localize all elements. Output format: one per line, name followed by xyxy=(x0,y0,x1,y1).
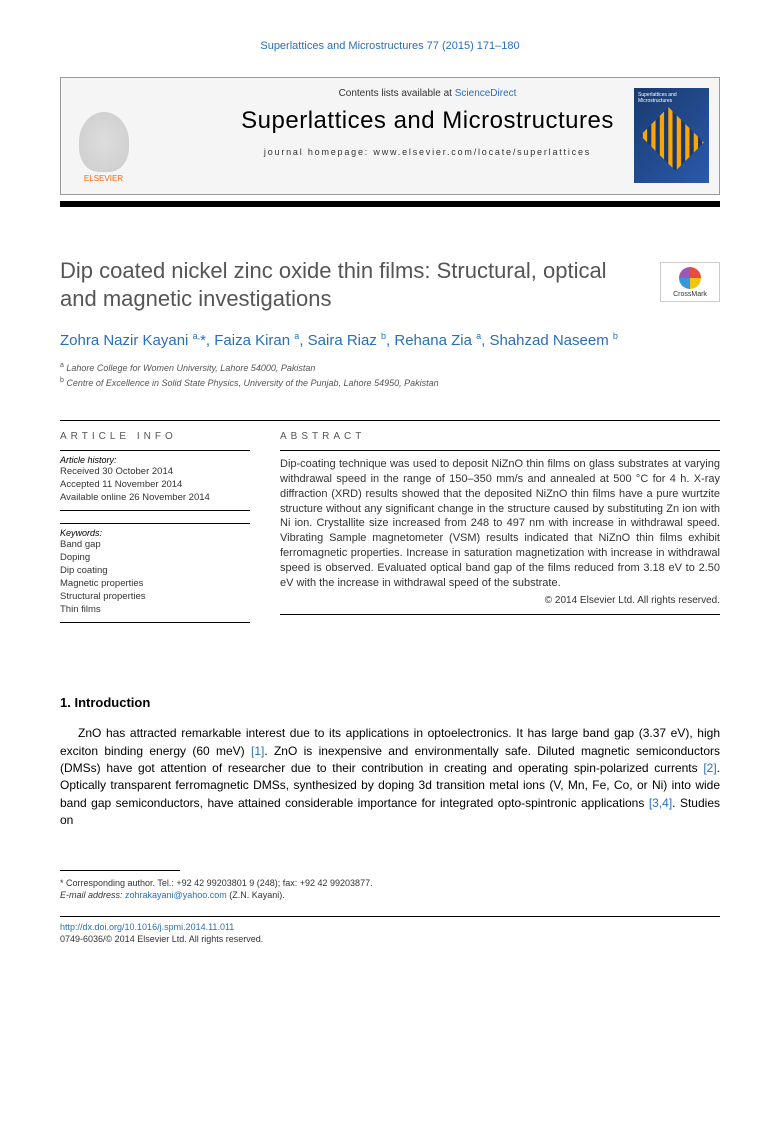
article-history-label: Article history: xyxy=(60,450,250,465)
elsevier-tree-icon xyxy=(79,112,129,172)
homepage-prefix: journal homepage: xyxy=(264,147,373,157)
authors-line: Zohra Nazir Kayani a,*, Faiza Kiran a, S… xyxy=(60,330,720,351)
contents-prefix: Contents lists available at xyxy=(339,88,455,99)
footer-block: http://dx.doi.org/10.1016/j.spmi.2014.11… xyxy=(60,921,720,946)
article-title: Dip coated nickel zinc oxide thin films:… xyxy=(60,257,640,312)
doi-link[interactable]: http://dx.doi.org/10.1016/j.spmi.2014.11… xyxy=(60,922,234,932)
section-1-paragraph-1: ZnO has attracted remarkable interest du… xyxy=(60,725,720,829)
footnote-separator xyxy=(60,870,180,871)
abstract-text: Dip-coating technique was used to deposi… xyxy=(280,450,720,591)
title-row: Dip coated nickel zinc oxide thin films:… xyxy=(60,257,720,312)
homepage-url[interactable]: www.elsevier.com/locate/superlattices xyxy=(373,147,591,157)
article-history-list: Received 30 October 2014Accepted 11 Nove… xyxy=(60,466,250,504)
abstract-copyright: © 2014 Elsevier Ltd. All rights reserved… xyxy=(280,595,720,606)
issn-copyright-line: 0749-6036/© 2014 Elsevier Ltd. All right… xyxy=(60,934,263,944)
affiliations: a Lahore College for Women University, L… xyxy=(60,361,720,390)
info-abstract-row: ARTICLE INFO Article history: Received 3… xyxy=(60,421,720,635)
abstract-column: ABSTRACT Dip-coating technique was used … xyxy=(280,421,720,635)
elsevier-logo[interactable]: ELSEVIER xyxy=(71,88,136,183)
cover-title: Superlattices and Microstructures xyxy=(638,92,705,104)
article-info-heading: ARTICLE INFO xyxy=(60,421,250,450)
cover-image-icon xyxy=(640,107,704,171)
page-root: Superlattices and Microstructures 77 (20… xyxy=(0,0,780,976)
journal-homepage-line: journal homepage: www.elsevier.com/locat… xyxy=(151,147,704,157)
keywords-list: Band gapDopingDip coatingMagnetic proper… xyxy=(60,539,250,616)
abstract-bottom-divider xyxy=(280,614,720,615)
sciencedirect-link[interactable]: ScienceDirect xyxy=(455,88,517,99)
email-footnote: E-mail address: zohrakayani@yahoo.com (Z… xyxy=(60,889,720,902)
author-email-link[interactable]: zohrakayani@yahoo.com xyxy=(125,890,227,900)
journal-header-box: ELSEVIER Contents lists available at Sci… xyxy=(60,77,720,195)
contents-available-line: Contents lists available at ScienceDirec… xyxy=(151,88,704,99)
email-label: E-mail address: xyxy=(60,890,125,900)
journal-cover-thumbnail[interactable]: Superlattices and Microstructures xyxy=(634,88,709,183)
email-person: (Z.N. Kayani). xyxy=(227,890,285,900)
keywords-block: Keywords: Band gapDopingDip coatingMagne… xyxy=(60,523,250,623)
crossmark-button[interactable]: CrossMark xyxy=(660,262,720,302)
header-black-bar xyxy=(60,201,720,207)
abstract-heading: ABSTRACT xyxy=(280,421,720,450)
article-history-block: Article history: Received 30 October 201… xyxy=(60,450,250,511)
footer-separator xyxy=(60,916,720,917)
crossmark-label: CrossMark xyxy=(673,291,707,298)
crossmark-icon xyxy=(679,267,701,289)
corresponding-author-footnote: * Corresponding author. Tel.: +92 42 992… xyxy=(60,877,720,890)
elsevier-logo-text: ELSEVIER xyxy=(84,174,123,183)
journal-name: Superlattices and Microstructures xyxy=(151,107,704,135)
section-1-heading: 1. Introduction xyxy=(60,695,720,710)
journal-reference[interactable]: Superlattices and Microstructures 77 (20… xyxy=(60,40,720,52)
article-info-column: ARTICLE INFO Article history: Received 3… xyxy=(60,421,250,635)
keywords-label: Keywords: xyxy=(60,523,250,538)
